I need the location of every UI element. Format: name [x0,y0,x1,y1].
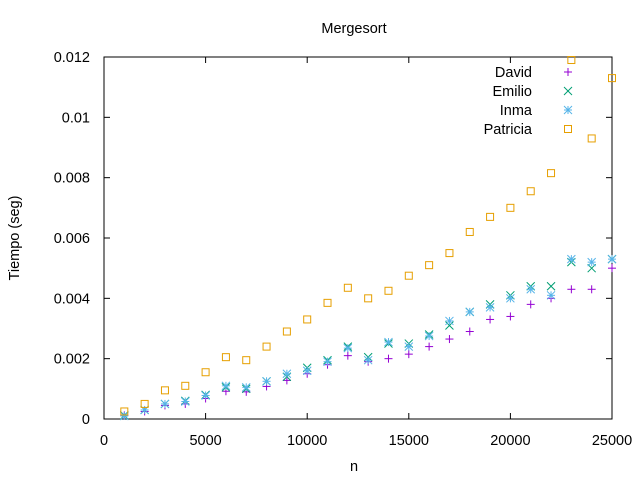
point-inma [241,382,251,392]
point-inma [221,381,231,391]
point-inma [526,284,536,294]
point-patricia [364,294,373,303]
point-patricia [425,261,434,270]
point-patricia [587,134,596,143]
point-emilio [445,321,454,330]
legend-marker-david [564,68,572,76]
x-tick-label: 5000 [189,433,221,449]
x-tick-label: 10000 [287,433,327,449]
point-inma [302,366,312,376]
point-david [465,327,474,336]
point-david [608,264,616,273]
y-tick-label: 0.008 [54,171,90,187]
point-patricia [303,315,312,324]
legend-label-patricia: Patricia [484,122,533,138]
point-patricia [384,286,393,295]
point-david [587,285,596,294]
point-inma [485,303,495,312]
point-inma [363,355,373,365]
point-inma [546,290,556,300]
point-patricia [404,271,413,280]
point-inma [424,331,434,341]
x-tick-label: 15000 [389,433,429,449]
point-patricia [221,353,230,362]
point-patricia [526,187,535,196]
point-patricia [140,399,149,408]
legend: David Emilio Inma Patricia [484,65,573,138]
point-inma [587,257,597,267]
point-patricia [160,386,169,395]
y-tick-label: 0.006 [54,231,90,247]
point-emilio [546,281,556,291]
point-patricia [486,212,495,221]
y-tick-label: 0.002 [54,352,90,368]
x-tick-label: 0 [100,433,108,449]
point-patricia [608,74,616,83]
point-inma [567,254,576,264]
point-david [404,350,413,359]
point-patricia [181,381,190,390]
axis-ticks: 0 5000 10000 15000 20000 25000 0 0.002 0.004 0.00… [54,50,632,449]
point-patricia [120,407,129,416]
y-tick-label: 0.004 [54,291,90,307]
point-inma [384,337,393,347]
point-patricia [343,283,352,292]
y-tick-label: 0.012 [54,50,90,66]
point-patricia [323,298,332,307]
point-david [343,351,352,360]
point-inma [465,307,475,317]
point-inma [404,342,414,351]
point-patricia [201,368,210,377]
point-patricia [445,249,454,258]
point-david [506,312,515,321]
point-inma [160,399,170,409]
point-inma [180,397,190,406]
x-tick-label: 20000 [490,433,530,449]
point-inma [282,369,292,379]
point-inma [506,293,515,303]
y-tick-label: 0.01 [62,110,90,126]
legend-marker-inma [563,105,573,115]
x-axis-label: n [350,459,358,475]
point-patricia [282,327,291,336]
point-david [384,354,393,363]
point-inma [119,411,129,421]
point-inma [343,343,353,353]
point-patricia [567,56,576,65]
point-inma [262,376,271,386]
point-patricia [506,203,515,212]
point-inma [445,316,454,326]
point-patricia [465,227,474,236]
point-david [445,335,454,344]
legend-label-david: David [495,65,532,81]
legend-label-inma: Inma [500,103,533,119]
legend-marker-emilio [563,86,573,96]
plot-frame [103,56,613,420]
legend-label-emilio: Emilio [493,84,532,100]
y-axis-label: Tiempo (seg) [7,196,23,281]
data-points [119,56,617,421]
point-patricia [547,169,556,178]
point-david [567,285,576,294]
y-tick-label: 0 [82,412,90,428]
chart-title: Mergesort [321,21,386,37]
legend-marker-patricia [564,125,572,133]
point-inma [323,357,332,367]
point-patricia [242,356,251,365]
point-david [425,342,434,351]
point-inma [607,254,617,264]
point-patricia [262,342,271,351]
point-david [526,300,535,309]
point-david [486,315,495,324]
x-tick-label: 25000 [592,433,632,449]
point-inma [201,391,210,400]
